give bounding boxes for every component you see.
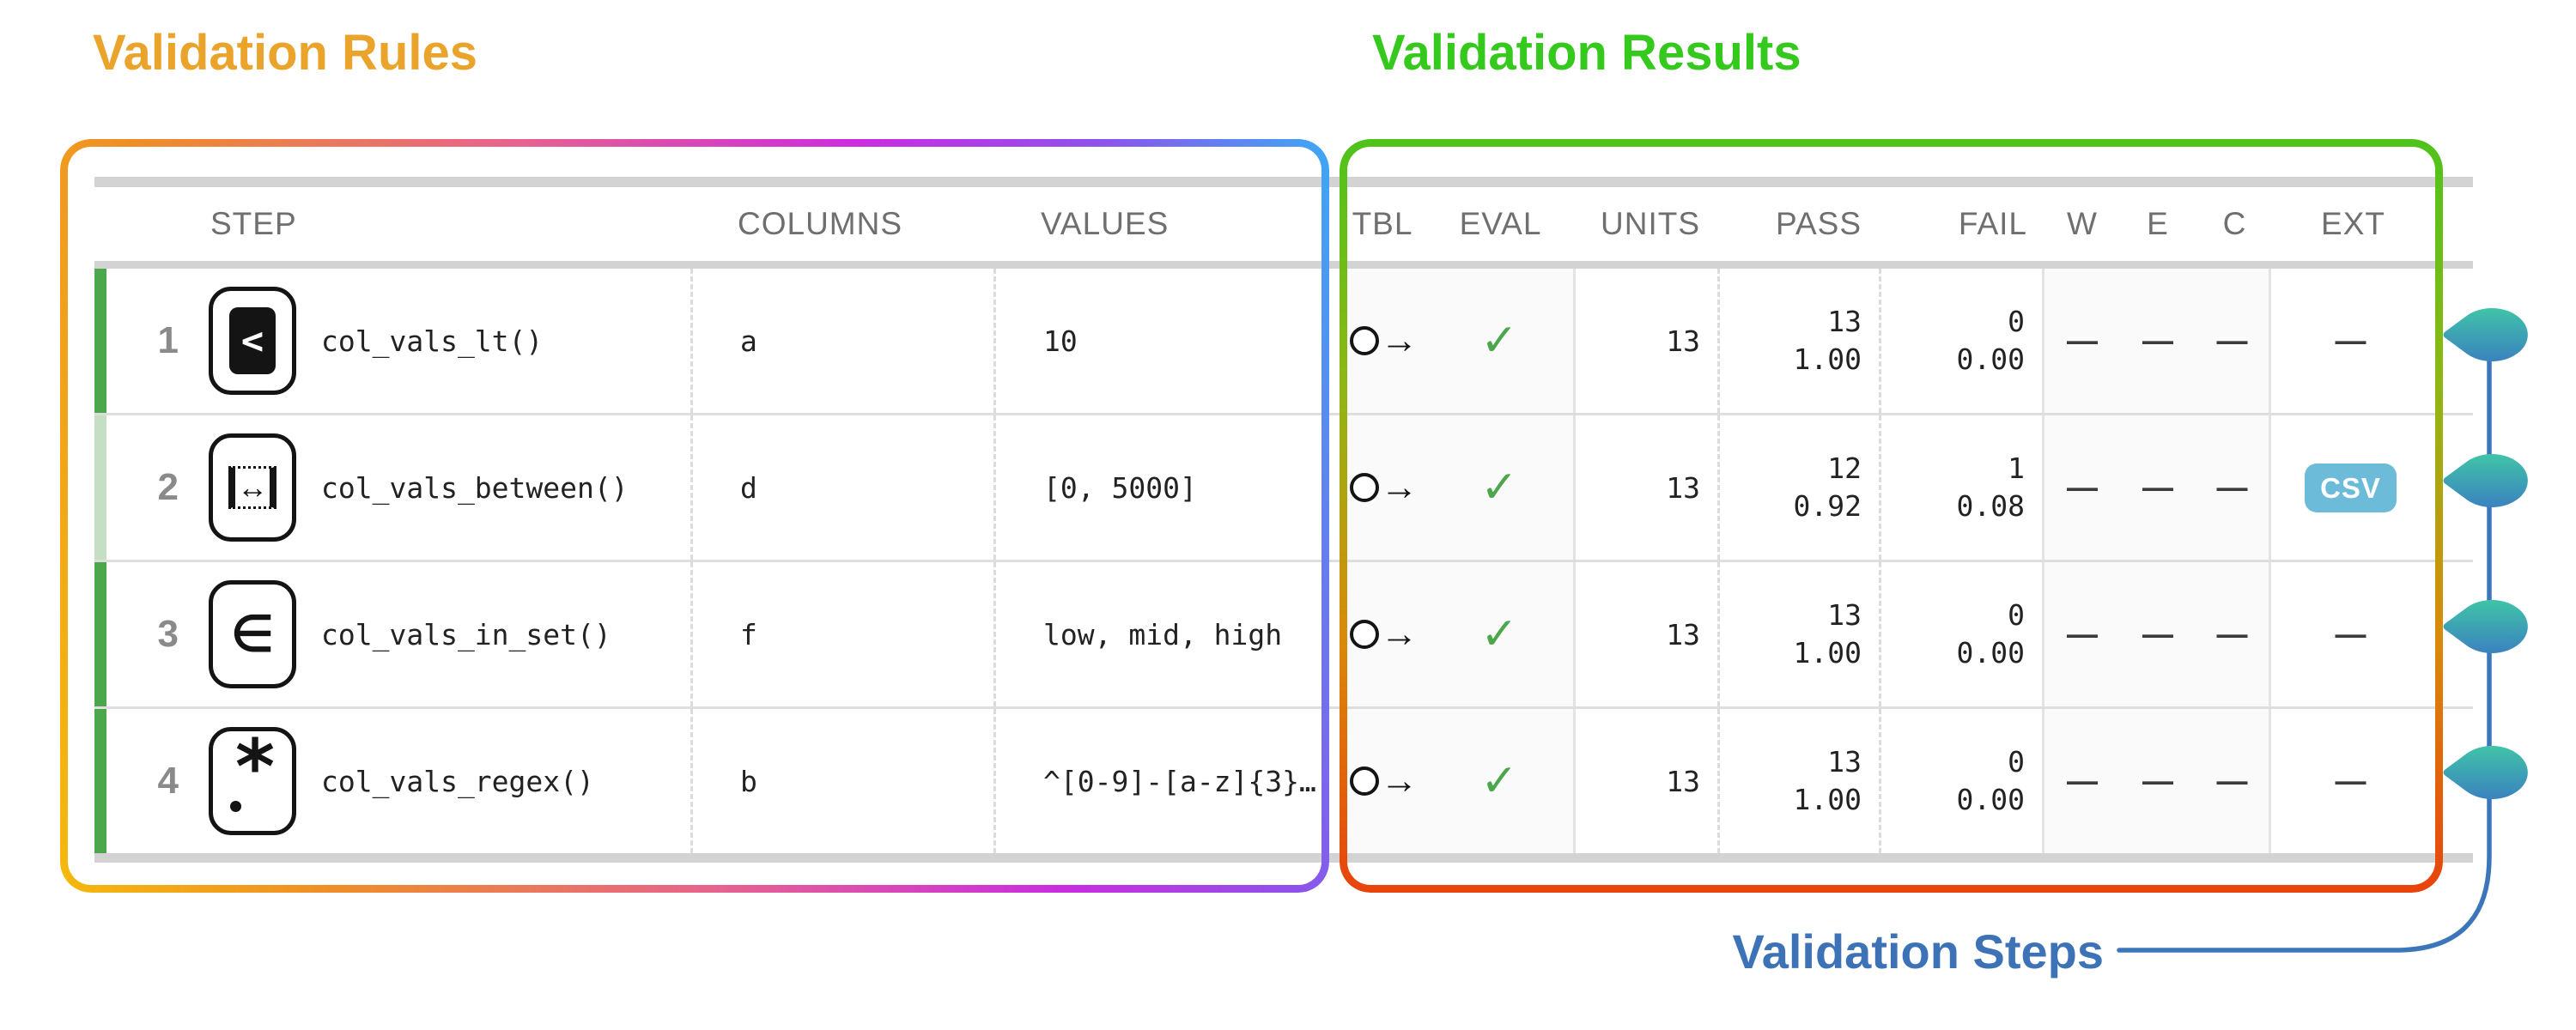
- rules-annotation-box: [60, 139, 1329, 893]
- results-title: Validation Results: [1372, 25, 1801, 81]
- rules-title: Validation Rules: [93, 25, 477, 81]
- results-annotation-box: [1340, 139, 2443, 893]
- steps-label: Validation Steps: [1732, 924, 2104, 978]
